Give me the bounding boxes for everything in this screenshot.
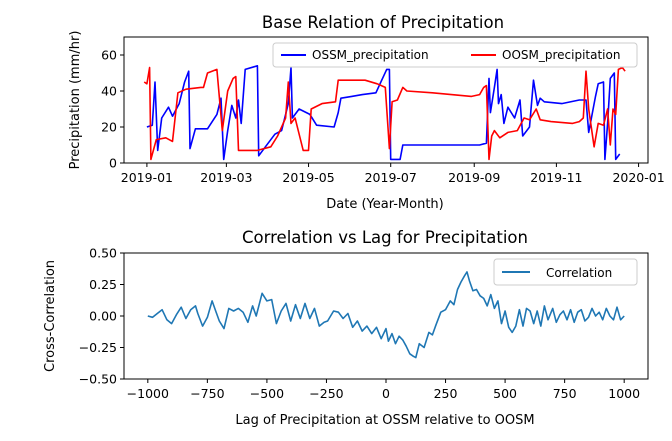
top-chart: Base Relation of Precipitation 2019-01 20… [68, 13, 665, 212]
bottom-chart-x-ticks: −1000 −750 −500 −250 0 250 500 750 1000 [127, 379, 640, 401]
bottom-chart-series [147, 271, 625, 359]
bottom-chart: Correlation vs Lag for Precipitation −10… [43, 228, 649, 428]
top-x-tick-label: 2019-05 [282, 170, 334, 185]
top-chart-title: Base Relation of Precipitation [262, 13, 504, 32]
bottom-y-tick-label: 0.00 [89, 309, 117, 324]
top-x-tick-label: 2019-11 [530, 170, 582, 185]
top-series-line-0 [146, 65, 621, 161]
bottom-chart-x-label: Lag of Precipitation at OSSM relative to… [235, 413, 534, 428]
bottom-series-line-0 [147, 271, 625, 359]
bottom-legend-box [493, 258, 638, 286]
bottom-x-tick-label: −1000 [127, 386, 169, 401]
bottom-x-tick-label: −500 [250, 386, 284, 401]
bottom-x-tick-label: 0 [382, 386, 390, 401]
bottom-x-tick-label: 750 [553, 386, 577, 401]
bottom-y-tick-label: −0.50 [79, 372, 117, 387]
top-legend-label-ossm: OSSM_precipitation [312, 48, 429, 62]
bottom-x-tick-label: 500 [493, 386, 517, 401]
bottom-x-tick-label: 250 [434, 386, 458, 401]
bottom-chart-y-ticks: −0.50 −0.25 0.00 0.25 0.50 [79, 246, 124, 387]
top-x-tick-label: 2019-01 [121, 170, 173, 185]
top-chart-y-ticks: 0 20 40 60 [101, 48, 124, 171]
top-chart-y-label: Precipitation (mm/hr) [68, 31, 83, 170]
top-chart-frame [123, 36, 649, 164]
bottom-x-tick-label: −750 [190, 386, 224, 401]
top-chart-series [143, 65, 626, 161]
top-series-line-1 [143, 66, 626, 161]
bottom-y-tick-label: 0.50 [89, 246, 117, 261]
bottom-x-tick-label: −250 [309, 386, 343, 401]
top-y-tick-label: 20 [101, 120, 117, 135]
top-x-tick-label: 2019-07 [365, 170, 417, 185]
bottom-legend-label: Correlation [546, 266, 612, 280]
bottom-y-tick-label: −0.25 [79, 340, 117, 355]
top-x-tick-label: 2020-01 [612, 170, 664, 185]
top-x-tick-label: 2019-09 [448, 170, 500, 185]
top-legend-label-oosm: OOSM_precipitation [502, 48, 620, 62]
bottom-chart-legend: Correlation [493, 258, 638, 286]
top-x-tick-label: 2019-03 [200, 170, 252, 185]
bottom-x-tick-label: 1000 [608, 386, 640, 401]
top-legend-box [272, 42, 638, 68]
top-chart-legend: OSSM_precipitation OOSM_precipitation [272, 42, 638, 68]
top-chart-x-label: Date (Year-Month) [326, 197, 443, 212]
top-y-tick-label: 60 [101, 48, 117, 63]
bottom-chart-y-label: Cross-Correlation [43, 260, 58, 372]
bottom-y-tick-label: 0.25 [89, 277, 117, 292]
top-chart-x-ticks: 2019-01 2019-03 2019-05 2019-07 2019-09 2019-… [121, 163, 665, 185]
top-y-tick-label: 0 [109, 156, 117, 171]
bottom-chart-title: Correlation vs Lag for Precipitation [242, 228, 528, 247]
top-y-tick-label: 40 [101, 84, 117, 99]
